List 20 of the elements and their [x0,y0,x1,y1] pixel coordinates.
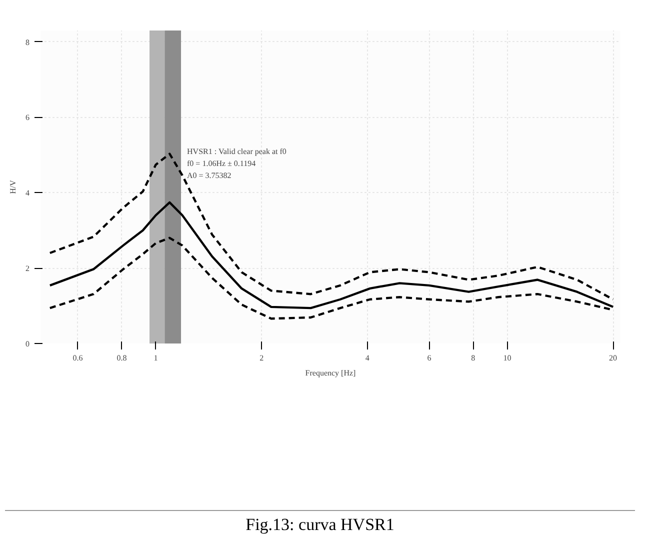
x-tick-label: 2 [260,354,264,362]
x-axis-title: Frequency [Hz] [305,368,356,378]
annotation: HVSR1 : Valid clear peak at f0 [187,147,286,156]
x-tick-label: 10 [503,354,512,362]
x-tick-label: 20 [609,354,618,362]
x-tick-label: 8 [471,354,476,362]
annotation: A0 = 3.75382 [187,171,232,180]
caption: Fig.13: curva HVSR1 [246,514,394,536]
y-tick-label: 4 [26,188,30,198]
x-tick-label: 4 [365,354,370,362]
y-tick-label: 2 [26,264,30,274]
y-tick-label: 8 [26,38,30,47]
x-tick-label: 1 [154,354,158,362]
x-tick-label: 0.8 [116,354,127,362]
x-tick-label: 0.6 [72,354,83,362]
annotation: f0 = 1.06Hz ± 0.1194 [187,159,256,168]
y-tick-label: 6 [26,113,30,122]
y-axis-title: H/V [8,180,18,194]
y-tick-label: 0 [26,340,30,348]
x-tick-label: 6 [427,354,432,362]
